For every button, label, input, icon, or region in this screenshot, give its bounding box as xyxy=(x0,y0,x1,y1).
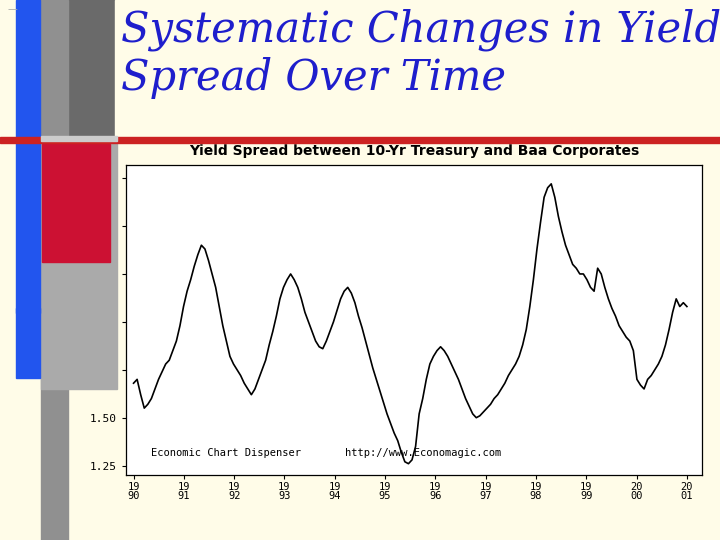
Text: Systematic Changes in Yield
Spread Over Time: Systematic Changes in Yield Spread Over … xyxy=(121,8,720,99)
Text: http://www.Economagic.com: http://www.Economagic.com xyxy=(345,448,501,458)
Text: —: — xyxy=(7,4,17,15)
Title: Yield Spread between 10-Yr Treasury and Baa Corporates: Yield Spread between 10-Yr Treasury and … xyxy=(189,144,639,158)
Text: Economic Chart Dispenser: Economic Chart Dispenser xyxy=(151,448,301,458)
